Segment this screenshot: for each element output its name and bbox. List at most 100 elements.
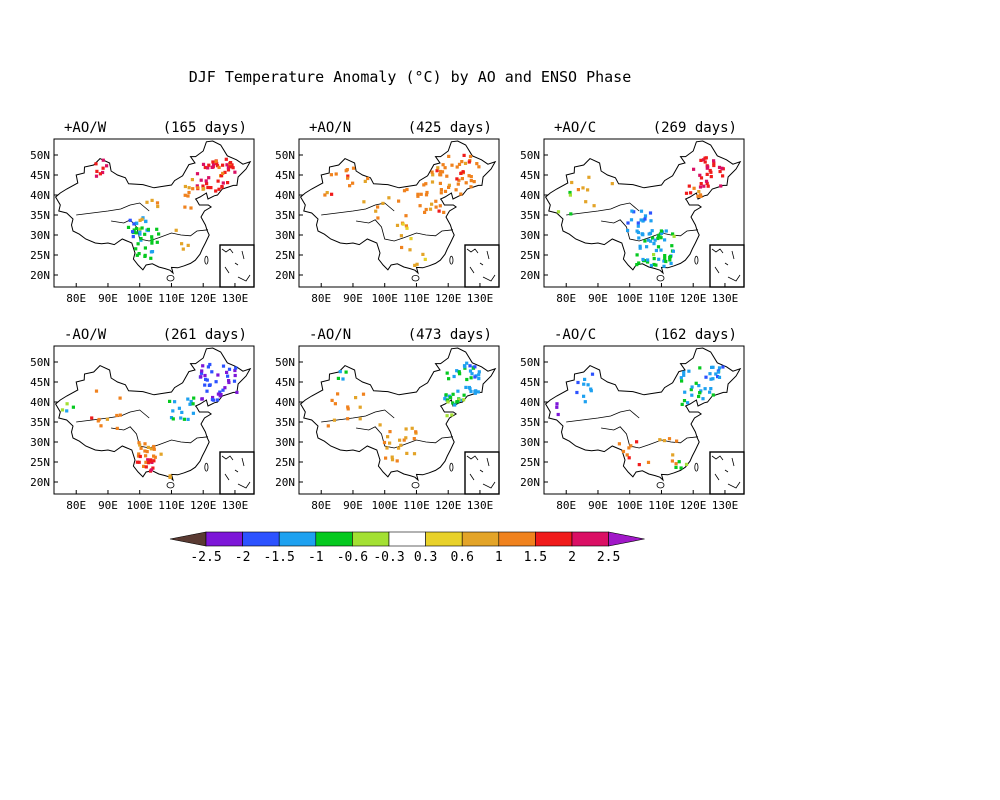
panel-phase-label: +AO/N xyxy=(309,120,351,136)
station-dot xyxy=(639,218,643,222)
lat-tick-label: 25N xyxy=(520,456,540,469)
station-dot xyxy=(221,364,226,368)
lon-tick-label: 130E xyxy=(222,292,249,305)
panel-phase-label: -AO/C xyxy=(554,327,596,343)
station-dot xyxy=(671,249,675,253)
station-dot xyxy=(583,400,587,404)
map-panel: +AO/W (165 days) 50N 45N 40N 35N 30N 25N 20N 80E 9… xyxy=(30,120,255,305)
south-china-sea-inset xyxy=(219,244,255,288)
colorbar-swatch xyxy=(169,531,207,547)
china-outline xyxy=(544,140,742,275)
station-dot xyxy=(664,229,668,233)
station-dot xyxy=(648,211,653,215)
station-dot xyxy=(206,166,210,170)
station-dot xyxy=(556,412,560,417)
station-dot xyxy=(699,389,703,393)
station-dot xyxy=(692,167,696,171)
station-dot xyxy=(651,236,655,240)
lon-tick-label: 110E xyxy=(403,499,430,512)
lat-tick-label: 25N xyxy=(30,249,50,262)
lon-tick-label: 90E xyxy=(343,292,363,305)
station-dot xyxy=(589,389,593,393)
station-dot xyxy=(199,178,203,182)
lon-tick-label: 120E xyxy=(680,292,707,305)
panel-phase-label: -AO/W xyxy=(64,327,107,343)
station-dot xyxy=(395,223,400,227)
station-dot xyxy=(704,179,709,183)
station-dot xyxy=(610,182,614,186)
station-dot xyxy=(703,156,707,160)
station-dot xyxy=(583,377,587,381)
station-dot xyxy=(156,204,160,209)
station-dot xyxy=(136,454,141,458)
station-dot xyxy=(152,444,156,449)
station-dot xyxy=(659,229,663,233)
station-dot xyxy=(382,440,387,445)
lon-tick-label: 120E xyxy=(680,499,707,512)
station-dot xyxy=(556,210,561,214)
lon-tick-label: 80E xyxy=(66,499,86,512)
station-dot xyxy=(469,389,473,394)
station-dot xyxy=(639,209,644,213)
station-dot xyxy=(652,242,656,246)
station-dot xyxy=(362,200,366,204)
station-dot xyxy=(460,160,464,164)
station-dot xyxy=(401,222,405,226)
station-dot xyxy=(216,373,220,377)
station-dot xyxy=(220,185,224,189)
station-dot xyxy=(143,449,147,453)
station-dot xyxy=(143,232,147,236)
station-dot xyxy=(717,366,722,370)
station-dot xyxy=(217,187,221,191)
station-dot xyxy=(405,451,409,455)
lon-tick-label: 100E xyxy=(126,292,153,305)
station-dot xyxy=(653,238,657,242)
station-dot xyxy=(211,160,215,164)
station-dot xyxy=(430,170,434,174)
lat-tick-label: 35N xyxy=(520,209,540,222)
station-dot xyxy=(409,237,413,241)
lon-tick-label: 110E xyxy=(158,499,185,512)
colorbar-swatch xyxy=(388,531,426,547)
station-dot xyxy=(231,166,235,170)
station-dot xyxy=(714,372,718,376)
station-dot xyxy=(186,243,190,247)
lat-tick-label: 35N xyxy=(275,209,295,222)
taiwan-island xyxy=(694,462,699,472)
station-dot xyxy=(646,238,650,242)
station-dot xyxy=(711,365,715,369)
station-dot xyxy=(200,397,204,401)
station-dot xyxy=(708,390,712,394)
colorbar-label: -2 xyxy=(235,550,251,565)
station-dot xyxy=(646,258,650,262)
station-dot xyxy=(152,454,156,458)
station-dot xyxy=(699,176,704,180)
panel-phase-label: +AO/C xyxy=(554,120,596,136)
station-dot xyxy=(414,430,418,434)
station-dot xyxy=(94,174,99,178)
station-dot xyxy=(138,229,142,233)
south-china-sea-inset xyxy=(709,451,745,495)
station-dot xyxy=(652,262,656,267)
station-dot xyxy=(468,364,472,368)
station-dot xyxy=(636,221,640,225)
station-dot xyxy=(459,171,463,175)
panel-days-label: (165 days) xyxy=(163,120,247,136)
station-dot xyxy=(155,227,159,231)
station-dot xyxy=(226,166,230,170)
province-line xyxy=(601,219,699,242)
station-dot xyxy=(704,375,708,379)
station-dot xyxy=(447,377,451,381)
station-dot xyxy=(654,248,658,253)
station-dot xyxy=(632,210,636,214)
station-dot xyxy=(675,439,679,443)
station-dot xyxy=(140,217,144,221)
station-dot xyxy=(576,188,580,192)
south-china-sea-inset xyxy=(219,451,255,495)
province-line xyxy=(601,426,699,449)
station-dot xyxy=(144,219,148,224)
colorbar-swatch xyxy=(315,531,353,547)
station-dot xyxy=(438,204,442,208)
lon-tick-label: 90E xyxy=(98,292,118,305)
station-dot xyxy=(418,204,422,208)
